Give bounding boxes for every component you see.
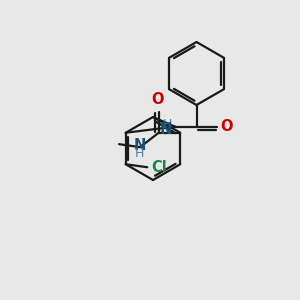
Text: H: H: [135, 147, 144, 160]
Text: N: N: [160, 122, 172, 136]
Text: O: O: [220, 119, 233, 134]
Text: H: H: [163, 118, 172, 131]
Text: N: N: [133, 138, 146, 153]
Text: O: O: [151, 92, 164, 106]
Text: Cl: Cl: [151, 160, 167, 175]
